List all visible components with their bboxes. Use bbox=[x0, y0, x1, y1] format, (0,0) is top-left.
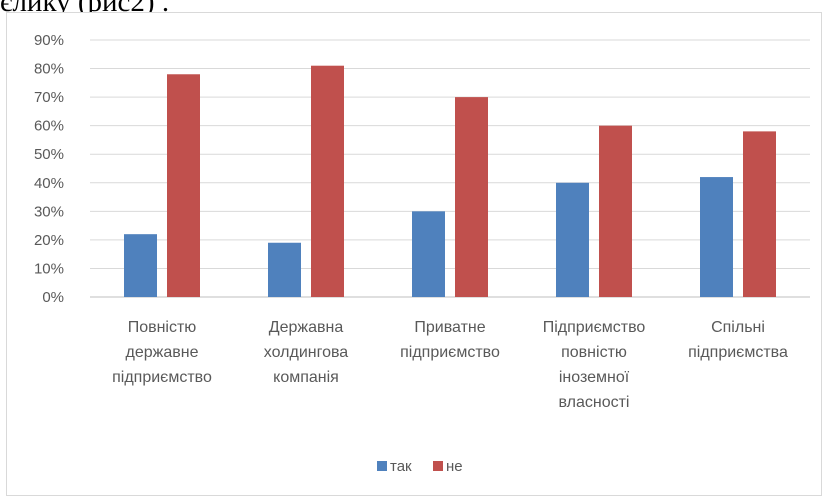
legend-label: не bbox=[446, 458, 463, 475]
y-tick-label: 20% bbox=[34, 232, 64, 249]
y-tick-label: 10% bbox=[34, 260, 64, 277]
bar-ne-4 bbox=[599, 125, 632, 298]
category-label: компанія bbox=[273, 369, 339, 386]
bar-ne-3 bbox=[455, 97, 488, 297]
y-axis-tick-labels: 0% 10% 20% 30% 40% 50% 60% 70% 80% 90% bbox=[34, 32, 64, 306]
category-label: Приватне bbox=[414, 319, 485, 336]
x-axis-category-labels: Повністю державне підприємство Державна холд… bbox=[112, 319, 788, 411]
y-tick-label: 80% bbox=[34, 61, 64, 78]
bar-tak-3 bbox=[412, 211, 445, 297]
bar-tak-4 bbox=[556, 182, 589, 297]
y-tick-label: 60% bbox=[34, 118, 64, 135]
bar-ne-1 bbox=[167, 74, 200, 298]
category-label: холдингова bbox=[264, 344, 349, 361]
y-tick-label: 40% bbox=[34, 175, 64, 192]
category-label: власності bbox=[559, 394, 630, 411]
bar-tak-2 bbox=[268, 242, 301, 297]
category-label: Підприємство bbox=[543, 319, 646, 336]
bar-ne-5 bbox=[743, 131, 776, 297]
category-label: підприємства bbox=[688, 344, 788, 361]
category-label: Державна bbox=[269, 319, 344, 336]
y-tick-label: 30% bbox=[34, 203, 64, 220]
bar-tak-1 bbox=[124, 234, 157, 297]
category-label: Спільні bbox=[711, 319, 765, 336]
legend-label: так bbox=[390, 458, 412, 475]
category-label: повністю bbox=[561, 344, 627, 361]
legend-swatch bbox=[433, 461, 443, 471]
bars bbox=[124, 65, 776, 298]
y-tick-label: 0% bbox=[42, 289, 64, 306]
y-tick-label: 90% bbox=[34, 32, 64, 49]
bar-ne-2 bbox=[311, 65, 344, 297]
legend-swatch bbox=[377, 461, 387, 471]
gridlines bbox=[90, 39, 810, 298]
category-label: підприємство bbox=[112, 369, 212, 386]
category-label: іноземної bbox=[559, 369, 630, 386]
y-tick-label: 70% bbox=[34, 89, 64, 106]
category-label: Повністю bbox=[128, 319, 197, 336]
category-label: державне bbox=[126, 344, 199, 361]
bar-tak-5 bbox=[700, 177, 733, 297]
category-label: підприємство bbox=[400, 344, 500, 361]
legend: так не bbox=[377, 458, 463, 475]
y-tick-label: 50% bbox=[34, 146, 64, 163]
